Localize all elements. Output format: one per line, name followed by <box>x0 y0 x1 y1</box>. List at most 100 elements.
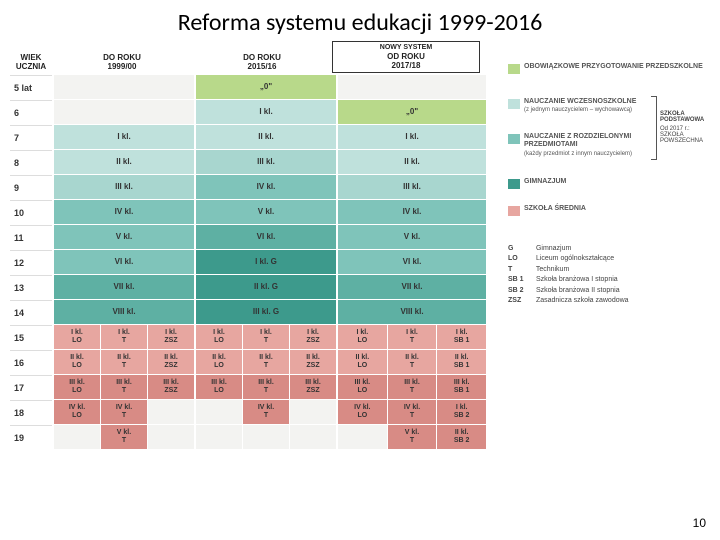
table-cell: I kl.SB 2 <box>437 400 486 424</box>
table-body: 5 lat„0"6I kl.„0"7I kl.II kl.I kl.8II kl… <box>10 75 500 449</box>
swatch-sred <box>508 206 520 216</box>
table-cell: I kl.LO <box>54 325 100 349</box>
table-cell: VI kl. <box>196 225 336 249</box>
table-cell <box>338 75 486 99</box>
legend-gimn-label: GIMNAZJUM <box>524 178 566 186</box>
table-cell: V kl. <box>196 200 336 224</box>
table-cell: V kl. <box>338 225 486 249</box>
table-row: 18IV kl.LOIV kl.TIV kl.TIV kl.LOIV kl.TI… <box>10 400 500 424</box>
table-cell: III kl.T <box>388 375 437 399</box>
swatch-early <box>508 99 520 109</box>
table-cell: IV kl.T <box>388 400 437 424</box>
table-row: 6 I kl.„0" <box>10 100 500 124</box>
table-cell: III kl.LO <box>196 375 242 399</box>
table-cell: II kl. G <box>196 275 336 299</box>
table-cell: IV kl.T <box>101 400 147 424</box>
table-row: 5 lat „0" <box>10 75 500 99</box>
table-cell: VIII kl. <box>338 300 486 324</box>
table-cell: VII kl. <box>54 275 194 299</box>
hdr-col-3: OD ROKU 2017/18 <box>334 52 478 70</box>
table-cell: II kl.LO <box>196 350 242 374</box>
hdr-col-new: NOWY SYSTEM OD ROKU 2017/18 <box>332 41 480 73</box>
abbrev-item: ZSZ Zasadnicza szkoła zawodowa <box>508 296 710 307</box>
page-title: Reforma systemu edukacji 1999-2016 <box>0 0 720 41</box>
table-cell: II kl.LO <box>338 350 387 374</box>
table-row: 11V kl.VI kl.V kl. <box>10 225 500 249</box>
table-cell: I kl.T <box>388 325 437 349</box>
table-row: 7I kl.II kl.I kl. <box>10 125 500 149</box>
abbrev-list: G GimnazjumLO Liceum ogólnokształcąceT T… <box>508 244 710 307</box>
table-cell: II kl. <box>338 150 486 174</box>
table-cell <box>196 425 242 449</box>
table-zone: WIEK UCZNIA DO ROKU 1999/00 DO ROKU 2015… <box>10 41 500 449</box>
swatch-prep <box>508 64 520 74</box>
swatch-gimn <box>508 179 520 189</box>
age-cell: 9 <box>10 175 52 199</box>
abbrev-item: SB 1 Szkoła branżowa I stopnia <box>508 275 710 286</box>
legend-prep: OBOWIĄZKOWE PRZYGOTOWANIE PRZEDSZKOLNE <box>508 63 710 74</box>
abbrev-item: T Technikum <box>508 265 710 276</box>
table-cell: III kl. <box>338 175 486 199</box>
table-cell: III kl.T <box>243 375 289 399</box>
age-cell: 13 <box>10 275 52 299</box>
table-cell: IV kl.LO <box>338 400 387 424</box>
age-cell: 18 <box>10 400 52 424</box>
table-cell: I kl. <box>338 125 486 149</box>
age-cell: 5 lat <box>10 75 52 99</box>
legend-gimn: GIMNAZJUM <box>508 178 710 189</box>
table-cell: IV kl.T <box>243 400 289 424</box>
legend-sred-label: SZKOŁA ŚREDNIA <box>524 205 586 213</box>
table-cell: V kl. <box>54 225 194 249</box>
bracket-label: SZKOŁA PODSTAWOWA Od 2017 r.: SZKOŁA POW… <box>660 94 710 162</box>
table-cell: I kl.ZSZ <box>290 325 336 349</box>
age-cell: 10 <box>10 200 52 224</box>
table-row: 17III kl.LOIII kl.TIII kl.ZSZIII kl.LOII… <box>10 375 500 399</box>
age-cell: 15 <box>10 325 52 349</box>
table-cell: III kl.SB 1 <box>437 375 486 399</box>
table-cell: II kl. <box>54 150 194 174</box>
table-cell: II kl. <box>196 125 336 149</box>
table-cell: VI kl. <box>338 250 486 274</box>
table-cell: „0" <box>196 75 336 99</box>
table-row: 16II kl.LOII kl.TII kl.ZSZII kl.LOII kl.… <box>10 350 500 374</box>
content-wrap: WIEK UCZNIA DO ROKU 1999/00 DO ROKU 2015… <box>0 41 720 449</box>
table-cell: II kl.SB 1 <box>437 350 486 374</box>
table-row: 8II kl.III kl.II kl. <box>10 150 500 174</box>
table-cell: I kl.LO <box>338 325 387 349</box>
table-cell: II kl.ZSZ <box>148 350 194 374</box>
table-cell <box>196 400 242 424</box>
table-row: 10IV kl.V kl.IV kl. <box>10 200 500 224</box>
table-cell: „0" <box>338 100 486 124</box>
abbrev-item: LO Liceum ogólnokształcące <box>508 254 710 265</box>
table-cell: III kl.ZSZ <box>290 375 336 399</box>
table-cell: III kl. <box>54 175 194 199</box>
table-cell <box>54 75 194 99</box>
legend-early: NAUCZANIE WCZESNOSZKOLNE (z jednym naucz… <box>508 98 648 115</box>
table-cell: III kl.T <box>101 375 147 399</box>
table-cell: I kl.T <box>243 325 289 349</box>
legend-prep-label: OBOWIĄZKOWE PRZYGOTOWANIE PRZEDSZKOLNE <box>524 63 703 71</box>
table-cell: III kl. <box>196 150 336 174</box>
table-cell: III kl.LO <box>54 375 100 399</box>
age-cell: 17 <box>10 375 52 399</box>
hdr-col-1: DO ROKU 1999/00 <box>52 51 192 73</box>
table-cell <box>243 425 289 449</box>
table-cell <box>290 400 336 424</box>
table-cell: VII kl. <box>338 275 486 299</box>
table-cell <box>54 100 194 124</box>
abbrev-item: SB 2 Szkoła branżowa II stopnia <box>508 286 710 297</box>
table-cell: IV kl. <box>338 200 486 224</box>
hdr-age: WIEK UCZNIA <box>10 51 52 73</box>
age-cell: 16 <box>10 350 52 374</box>
table-cell: IV kl. <box>54 200 194 224</box>
table-cell: V kl.T <box>388 425 437 449</box>
age-cell: 6 <box>10 100 52 124</box>
swatch-subj <box>508 134 520 144</box>
table-cell: V kl.T <box>101 425 147 449</box>
table-row: 14VIII kl.III kl. GVIII kl. <box>10 300 500 324</box>
legend-zone: OBOWIĄZKOWE PRZYGOTOWANIE PRZEDSZKOLNE N… <box>500 41 710 449</box>
table-cell: I kl. <box>196 100 336 124</box>
bracket-icon <box>651 96 657 160</box>
table-cell: II kl.LO <box>54 350 100 374</box>
hdr-col-2: DO ROKU 2015/16 <box>192 51 332 73</box>
